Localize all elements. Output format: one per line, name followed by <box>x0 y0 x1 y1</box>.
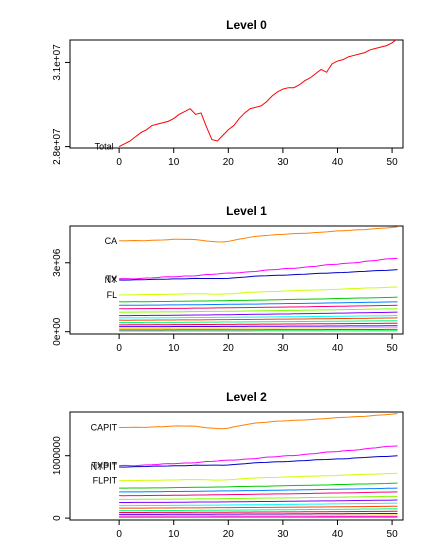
series-label: TX <box>106 274 118 284</box>
x-tick-label: 0 <box>116 343 122 354</box>
series-lines <box>118 40 397 148</box>
panel-level-0: Level 0 0 10 20 30 40 50 2.8e+07 3.1e+07 Total <box>52 18 404 168</box>
series-line <box>119 317 398 321</box>
x-tick-label: 20 <box>223 157 235 168</box>
series-line <box>119 445 398 467</box>
y-axis: 0e+00 3e+06 <box>52 248 70 346</box>
y-axis: 2.8e+07 3.1e+07 <box>52 44 70 165</box>
x-tick-label: 30 <box>277 343 289 354</box>
plot-frame <box>69 411 404 521</box>
y-tick-label: 3e+06 <box>52 248 63 277</box>
x-tick-label: 40 <box>332 343 344 354</box>
y-tick-label: 2.8e+07 <box>52 128 63 165</box>
chart-title: Level 1 <box>226 204 267 218</box>
series-line <box>119 482 398 489</box>
series-label: CAPIT <box>91 422 118 432</box>
series-line <box>119 508 398 512</box>
series-line <box>119 286 398 296</box>
x-tick-label: 50 <box>387 343 399 354</box>
x-tick-label: 50 <box>387 157 399 168</box>
x-tick-label: 0 <box>116 157 122 168</box>
series-line <box>119 327 398 329</box>
series-labels: Total <box>95 142 114 152</box>
series-line <box>118 40 397 148</box>
series-line <box>119 512 398 515</box>
series-line <box>119 269 398 281</box>
series-label: NYPIT <box>91 462 118 472</box>
series-line <box>119 487 398 493</box>
x-tick-label: 30 <box>277 529 289 540</box>
x-tick-label: 10 <box>168 157 180 168</box>
x-tick-label: 50 <box>387 529 399 540</box>
series-label: Total <box>95 142 114 152</box>
series-label: FL <box>107 290 118 300</box>
chart-title: Level 0 <box>226 18 267 32</box>
series-line <box>119 499 398 504</box>
series-line <box>119 510 398 514</box>
x-tick-label: 20 <box>223 529 235 540</box>
x-tick-label: 10 <box>168 343 180 354</box>
series-label: FLPIT <box>93 476 118 486</box>
series-lines <box>119 413 398 519</box>
series-lines <box>119 226 398 332</box>
x-tick-label: 40 <box>332 157 344 168</box>
series-line <box>119 413 398 430</box>
series-line <box>119 311 398 317</box>
series-line <box>119 322 398 326</box>
panel-level-2: Level 2 0 10 20 30 40 50 0 1000000 CAPIT TXPITNYPI… <box>52 390 404 540</box>
series-line <box>119 226 398 243</box>
series-line <box>119 325 398 328</box>
series-line <box>119 257 398 280</box>
x-tick-label: 0 <box>116 529 122 540</box>
plot-frame <box>69 39 404 149</box>
series-line <box>119 472 398 482</box>
series-line <box>119 495 398 500</box>
y-tick-label: 3.1e+07 <box>52 44 63 81</box>
series-line <box>119 502 398 507</box>
series-line <box>119 514 398 517</box>
y-tick-label: 0 <box>52 515 63 521</box>
series-label: CA <box>105 236 118 246</box>
x-axis: 0 10 20 30 40 50 <box>116 334 398 354</box>
y-axis: 0 1000000 <box>52 436 70 521</box>
x-axis: 0 10 20 30 40 50 <box>116 148 398 168</box>
chart-title: Level 2 <box>226 390 267 404</box>
series-line <box>119 505 398 509</box>
series-line <box>119 315 398 319</box>
y-tick-label: 0e+00 <box>52 317 63 346</box>
x-tick-label: 10 <box>168 529 180 540</box>
series-line <box>119 301 398 306</box>
x-tick-label: 40 <box>332 529 344 540</box>
series-line <box>119 491 398 497</box>
series-line <box>119 455 398 468</box>
x-tick-label: 30 <box>277 157 289 168</box>
series-line <box>119 304 398 310</box>
plot-frame <box>69 225 404 335</box>
series-line <box>119 308 398 313</box>
series-label: TXPIT <box>92 461 118 471</box>
y-tick-label: 1000000 <box>52 436 63 475</box>
series-label: NY <box>105 275 118 285</box>
series-line <box>119 296 398 303</box>
x-tick-label: 20 <box>223 343 235 354</box>
x-axis: 0 10 20 30 40 50 <box>116 520 398 540</box>
series-line <box>119 320 398 324</box>
